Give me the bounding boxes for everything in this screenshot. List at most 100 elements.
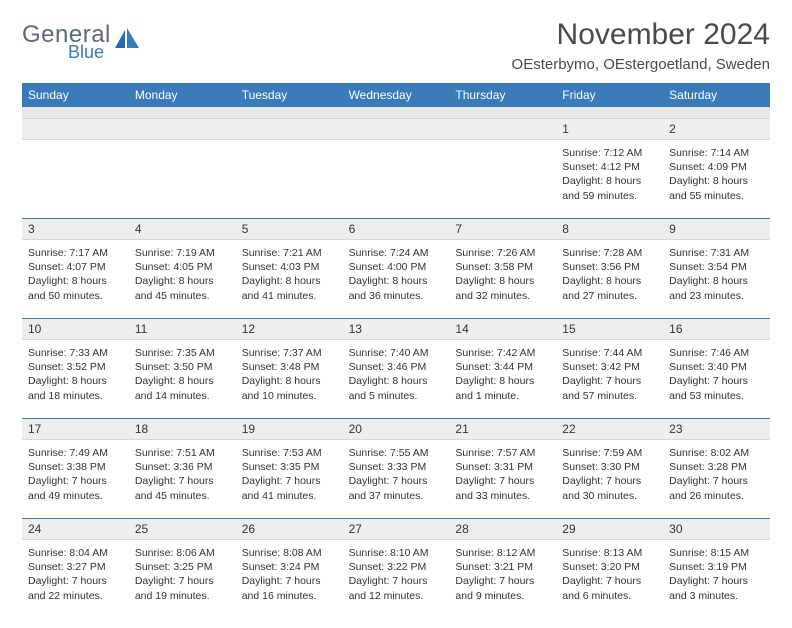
sunrise-text: Sunrise: 7:12 AM [562,146,657,160]
daylight-text: Daylight: 8 hours and 36 minutes. [349,274,444,302]
day-details: Sunrise: 8:10 AMSunset: 3:22 PMDaylight:… [349,544,444,603]
day-number [343,119,450,139]
day-number [236,119,343,139]
day-details: Sunrise: 7:46 AMSunset: 3:40 PMDaylight:… [669,344,764,403]
day-cell: Sunrise: 7:40 AMSunset: 3:46 PMDaylight:… [343,340,450,418]
details-row: Sunrise: 8:04 AMSunset: 3:27 PM Daylight:… [22,540,770,618]
day-cell: Sunrise: 7:42 AMSunset: 3:44 PMDaylight:… [449,340,556,418]
calendar-page: General Blue November 2024 OEsterbymo, O… [0,0,792,628]
day-number: 1 [556,119,663,139]
sunset-text: Sunset: 3:40 PM [669,360,764,374]
weekday-header: Saturday [663,83,770,107]
subheader-bar [22,107,770,119]
logo-text: General Blue [22,24,111,60]
day-details: Sunrise: 8:08 AMSunset: 3:24 PMDaylight:… [242,544,337,603]
day-details: Sunrise: 8:04 AMSunset: 3:27 PMDaylight:… [28,544,123,603]
day-details: Sunrise: 7:40 AMSunset: 3:46 PMDaylight:… [349,344,444,403]
sunrise-text: Sunrise: 7:59 AM [562,446,657,460]
empty-cell [343,140,450,218]
sunset-text: Sunset: 3:58 PM [455,260,550,274]
day-cell: Sunrise: 7:55 AMSunset: 3:33 PMDaylight:… [343,440,450,518]
day-number: 25 [129,519,236,539]
weekday-header: Monday [129,83,236,107]
daynum-row: 3456789 [22,218,770,240]
sunset-text: Sunset: 3:46 PM [349,360,444,374]
sunrise-text: Sunrise: 8:02 AM [669,446,764,460]
sunrise-text: Sunrise: 7:14 AM [669,146,764,160]
sunrise-text: Sunrise: 8:04 AM [28,546,123,560]
sail-icon [115,28,141,55]
day-number: 9 [663,219,770,239]
daylight-text: Daylight: 8 hours and 55 minutes. [669,174,764,202]
day-number: 26 [236,519,343,539]
sunset-text: Sunset: 3:22 PM [349,560,444,574]
sunrise-text: Sunrise: 7:51 AM [135,446,230,460]
day-number: 20 [343,419,450,439]
day-cell: Sunrise: 7:14 AMSunset: 4:09 PMDaylight:… [663,140,770,218]
day-cell: Sunrise: 7:21 AMSunset: 4:03 PMDaylight:… [236,240,343,318]
sunset-text: Sunset: 3:56 PM [562,260,657,274]
daylight-text: Daylight: 7 hours and 49 minutes. [28,474,123,502]
details-row: Sunrise: 7:33 AMSunset: 3:52 PMDaylight:… [22,340,770,418]
sunrise-text: Sunrise: 8:10 AM [349,546,444,560]
sunrise-text: Sunrise: 7:28 AM [562,246,657,260]
day-number [449,119,556,139]
day-details: Sunrise: 7:26 AMSunset: 3:58 PMDaylight:… [455,244,550,303]
sunrise-text: Sunrise: 7:46 AM [669,346,764,360]
day-cell: Sunrise: 8:02 AMSunset: 3:28 PMDaylight:… [663,440,770,518]
daylight-text: Daylight: 7 hours and 6 minutes. [562,574,657,602]
location-subtitle: OEsterbymo, OEstergoetland, Sweden [512,56,770,73]
sunset-text: Sunset: 4:05 PM [135,260,230,274]
sunset-text: Sunset: 3:38 PM [28,460,123,474]
day-details: Sunrise: 7:35 AMSunset: 3:50 PMDaylight:… [135,344,230,403]
day-cell: Sunrise: 7:53 AMSunset: 3:35 PMDaylight:… [236,440,343,518]
sunset-text: Sunset: 3:27 PM [28,560,123,574]
sunrise-text: Sunrise: 8:06 AM [135,546,230,560]
day-cell: Sunrise: 8:08 AMSunset: 3:24 PMDaylight:… [236,540,343,618]
empty-cell [129,140,236,218]
day-cell: Sunrise: 7:59 AMSunset: 3:30 PMDaylight:… [556,440,663,518]
day-number: 28 [449,519,556,539]
details-row: Sunrise: 7:49 AMSunset: 3:38 PMDaylight:… [22,440,770,518]
daylight-text: Daylight: 7 hours and 41 minutes. [242,474,337,502]
day-details: Sunrise: 7:33 AMSunset: 3:52 PMDaylight:… [28,344,123,403]
weekday-header: Friday [556,83,663,107]
day-details: Sunrise: 7:37 AMSunset: 3:48 PMDaylight:… [242,344,337,403]
sunrise-text: Sunrise: 7:37 AM [242,346,337,360]
day-cell: Sunrise: 8:10 AMSunset: 3:22 PMDaylight:… [343,540,450,618]
day-details: Sunrise: 7:21 AMSunset: 4:03 PMDaylight:… [242,244,337,303]
day-number: 8 [556,219,663,239]
sunset-text: Sunset: 3:50 PM [135,360,230,374]
header: General Blue November 2024 OEsterbymo, O… [22,18,770,73]
day-cell: Sunrise: 7:44 AMSunset: 3:42 PMDaylight:… [556,340,663,418]
day-cell: Sunrise: 7:28 AMSunset: 3:56 PMDaylight:… [556,240,663,318]
sunrise-text: Sunrise: 7:49 AM [28,446,123,460]
day-number: 5 [236,219,343,239]
day-number: 21 [449,419,556,439]
sunset-text: Sunset: 4:09 PM [669,160,764,174]
day-cell: Sunrise: 7:33 AMSunset: 3:52 PMDaylight:… [22,340,129,418]
day-number: 30 [663,519,770,539]
empty-cell [22,140,129,218]
day-number: 29 [556,519,663,539]
sunset-text: Sunset: 3:35 PM [242,460,337,474]
sunrise-text: Sunrise: 7:57 AM [455,446,550,460]
day-details: Sunrise: 7:59 AMSunset: 3:30 PMDaylight:… [562,444,657,503]
sunrise-text: Sunrise: 8:15 AM [669,546,764,560]
daylight-text: Daylight: 7 hours and 16 minutes. [242,574,337,602]
sunrise-text: Sunrise: 7:53 AM [242,446,337,460]
day-details: Sunrise: 7:28 AMSunset: 3:56 PMDaylight:… [562,244,657,303]
day-number: 27 [343,519,450,539]
weekday-header: Tuesday [236,83,343,107]
day-number: 10 [22,319,129,339]
sunrise-text: Sunrise: 7:42 AM [455,346,550,360]
daylight-text: Daylight: 7 hours and 37 minutes. [349,474,444,502]
sunset-text: Sunset: 3:28 PM [669,460,764,474]
sunrise-text: Sunrise: 7:44 AM [562,346,657,360]
daylight-text: Daylight: 7 hours and 30 minutes. [562,474,657,502]
weekday-header: Wednesday [343,83,450,107]
day-cell: Sunrise: 8:04 AMSunset: 3:27 PMDaylight:… [22,540,129,618]
day-number: 18 [129,419,236,439]
day-number: 4 [129,219,236,239]
sunset-text: Sunset: 3:54 PM [669,260,764,274]
